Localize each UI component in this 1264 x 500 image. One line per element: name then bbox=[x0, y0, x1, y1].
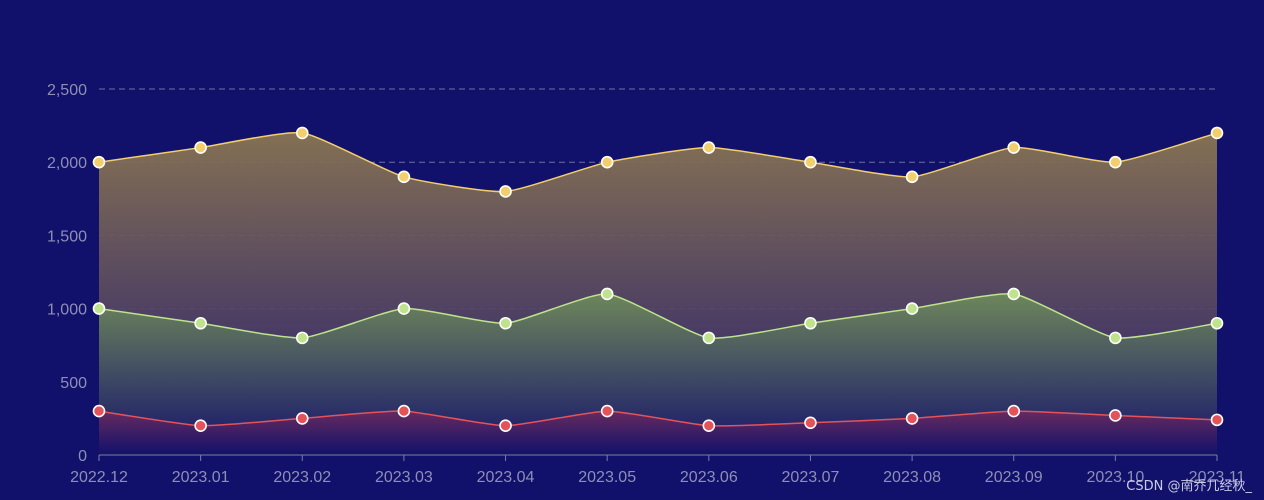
series-area bbox=[99, 411, 1217, 455]
data-point bbox=[804, 316, 817, 330]
data-point bbox=[194, 419, 207, 433]
data-point bbox=[600, 155, 614, 169]
y-tick-label: 500 bbox=[60, 375, 87, 392]
data-point bbox=[499, 316, 512, 330]
y-tick-label: 1,000 bbox=[47, 302, 87, 319]
data-point bbox=[397, 170, 411, 184]
series-line bbox=[98, 131, 1218, 193]
data-point bbox=[1109, 155, 1122, 169]
data-point bbox=[295, 412, 309, 425]
data-point bbox=[295, 331, 309, 345]
y-tick-label: 2,000 bbox=[47, 155, 87, 172]
data-point bbox=[92, 155, 106, 169]
data-point bbox=[1007, 287, 1021, 301]
x-tick-label: 2023.03 bbox=[375, 469, 433, 486]
x-tick-label: 2022.12 bbox=[70, 469, 128, 486]
data-point bbox=[702, 419, 716, 433]
data-point bbox=[397, 302, 411, 315]
data-point bbox=[499, 185, 512, 198]
data-point bbox=[1109, 409, 1122, 422]
x-tick-label: 2023.04 bbox=[477, 469, 535, 486]
data-point bbox=[92, 302, 106, 315]
watermark-text: CSDN @南乔几经秋_ bbox=[1126, 479, 1252, 494]
data-point bbox=[1007, 404, 1021, 418]
data-point bbox=[702, 141, 716, 154]
x-tick-label: 2023.07 bbox=[782, 469, 840, 486]
data-point bbox=[905, 412, 919, 425]
y-tick-label: 2,500 bbox=[47, 82, 87, 99]
data-point bbox=[194, 316, 207, 330]
data-point bbox=[295, 126, 309, 140]
data-point bbox=[804, 155, 817, 169]
data-point bbox=[499, 419, 512, 433]
data-point bbox=[1210, 316, 1224, 330]
series-line bbox=[98, 410, 1218, 427]
x-tick-label: 2023.01 bbox=[172, 469, 230, 486]
data-point bbox=[702, 331, 716, 345]
x-tick-label: 2023.09 bbox=[985, 469, 1043, 486]
data-point bbox=[1210, 413, 1224, 427]
x-tick-label: 2023.08 bbox=[883, 469, 941, 486]
data-point bbox=[804, 416, 817, 430]
data-point bbox=[1109, 331, 1122, 345]
x-tick-label: 2023.11 bbox=[1189, 469, 1246, 486]
data-point bbox=[397, 404, 411, 418]
x-tick-label: 2023.06 bbox=[680, 469, 738, 486]
data-point bbox=[92, 404, 106, 418]
data-point bbox=[600, 287, 614, 301]
y-tick-label: 1,500 bbox=[47, 228, 87, 245]
y-tick-label: 0 bbox=[78, 448, 87, 465]
data-point bbox=[905, 170, 919, 184]
data-point bbox=[194, 141, 207, 154]
data-point bbox=[905, 302, 919, 315]
data-point bbox=[1210, 126, 1224, 140]
x-tick-label: 2023.05 bbox=[578, 469, 636, 486]
x-tick-label: 2023.10 bbox=[1086, 469, 1144, 486]
data-point bbox=[600, 404, 614, 418]
x-tick-label: 2023.02 bbox=[273, 469, 331, 486]
series-line bbox=[98, 292, 1218, 339]
data-point bbox=[1007, 141, 1021, 154]
